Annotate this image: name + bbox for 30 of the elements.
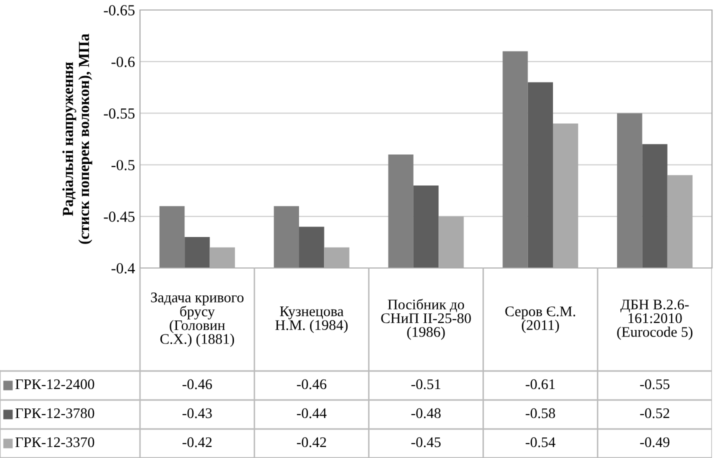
data-label: -0.43 bbox=[182, 408, 212, 418]
y-tick-label: -0.6 bbox=[112, 56, 135, 68]
data-label: -0.48 bbox=[411, 408, 441, 418]
data-label: -0.42 bbox=[182, 437, 212, 448]
data-label: -0.58 bbox=[526, 408, 556, 418]
legend-label: ГРК-12-3370 bbox=[15, 437, 94, 448]
data-label: -0.54 bbox=[526, 437, 556, 448]
x-tick-label: ДБН В.2.6- 161:2010 (Eurocode 5) bbox=[617, 300, 692, 340]
y-axis-title: Радіальні напруження (стиск поперек волокон), МПа bbox=[62, 34, 92, 244]
y-tick-label: -0.65 bbox=[104, 5, 135, 16]
y-tick-label: -0.55 bbox=[104, 108, 135, 119]
legend-label: ГРК-12-3780 bbox=[15, 408, 94, 418]
x-tick-label: Кузнецова Н.М. (1984) bbox=[275, 306, 348, 333]
data-label: -0.44 bbox=[296, 408, 327, 418]
data-label: -0.49 bbox=[640, 437, 670, 448]
data-label: -0.55 bbox=[640, 379, 670, 390]
data-label: -0.61 bbox=[526, 379, 555, 390]
data-label: -0.42 bbox=[296, 437, 326, 448]
y-tick-label: -0.4 bbox=[112, 263, 135, 274]
x-tick-label: Задача кривого брусу (Головин С.Х.) (1881) bbox=[151, 292, 244, 347]
legend-label: ГРК-12-2400 bbox=[15, 379, 94, 390]
data-label: -0.52 bbox=[640, 408, 670, 418]
x-tick-label: Посібник до СНиП II-25-80 (1986) bbox=[381, 298, 471, 340]
y-tick-label: -0.45 bbox=[104, 212, 135, 222]
x-tick-label: Серов Є.М. (2011) bbox=[505, 306, 576, 333]
data-label: -0.46 bbox=[296, 379, 326, 390]
data-label: -0.51 bbox=[411, 379, 440, 390]
data-label: -0.46 bbox=[182, 379, 212, 390]
y-tick-label: -0.5 bbox=[112, 160, 135, 170]
data-label: -0.45 bbox=[411, 437, 441, 448]
